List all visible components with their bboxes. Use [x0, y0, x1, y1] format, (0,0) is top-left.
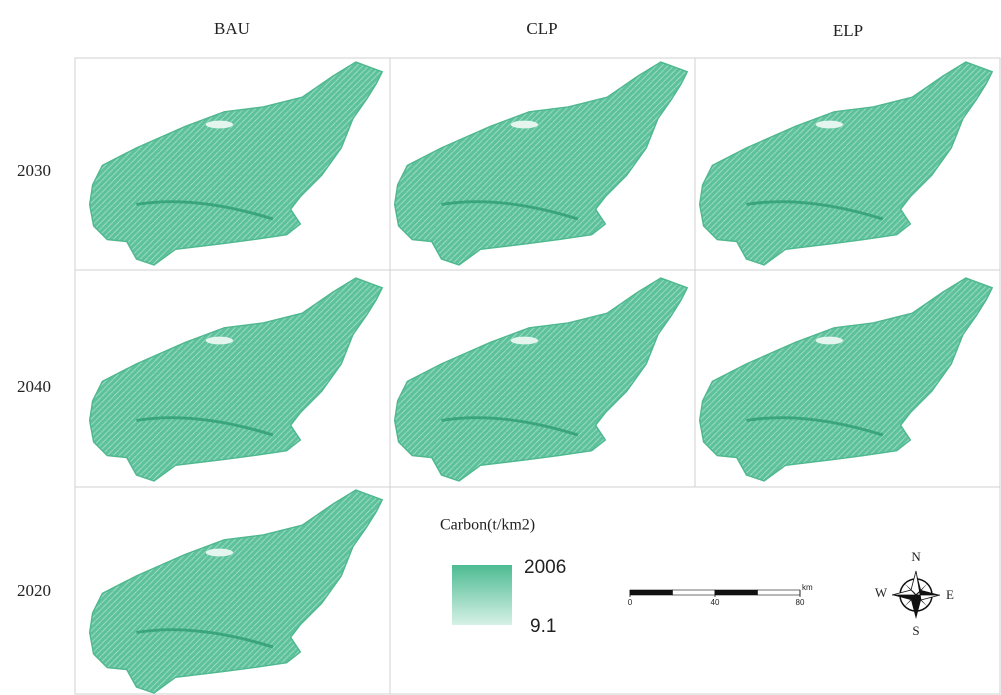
scale-unit: km	[802, 583, 813, 592]
scale-segment	[758, 590, 801, 595]
column-header: CLP	[526, 19, 557, 38]
figure: BAU CLP ELP 2030 2040 2020 Carbon(t/km2)…	[0, 0, 1001, 695]
map	[700, 278, 993, 481]
scale-segment	[630, 590, 673, 595]
row-label: 2030	[17, 161, 51, 180]
row-label: 2040	[17, 377, 51, 396]
compass-south: S	[912, 623, 919, 638]
compass-north: N	[911, 549, 921, 564]
compass-east: E	[946, 587, 954, 602]
map	[90, 62, 383, 265]
legend-title: Carbon(t/km2)	[440, 517, 535, 534]
scale-bar: 0 40 80 km	[628, 583, 813, 607]
scale-tick-label: 80	[796, 598, 805, 607]
column-header: BAU	[214, 19, 250, 38]
legend-max: 2006	[524, 557, 566, 578]
map	[395, 62, 688, 265]
row-label: 2020	[17, 581, 51, 600]
map	[90, 278, 383, 481]
map	[90, 490, 383, 693]
compass-west: W	[875, 585, 888, 600]
compass: N S E W	[875, 549, 954, 638]
legend: Carbon(t/km2) 2006 9.1	[440, 517, 566, 637]
scale-segment	[673, 590, 716, 595]
scale-segment	[715, 590, 758, 595]
legend-min: 9.1	[530, 616, 556, 637]
map	[700, 62, 993, 265]
column-header: ELP	[833, 21, 863, 40]
scale-tick-label: 40	[711, 598, 720, 607]
map	[395, 278, 688, 481]
legend-ramp	[452, 565, 512, 625]
scale-tick-label: 0	[628, 598, 633, 607]
